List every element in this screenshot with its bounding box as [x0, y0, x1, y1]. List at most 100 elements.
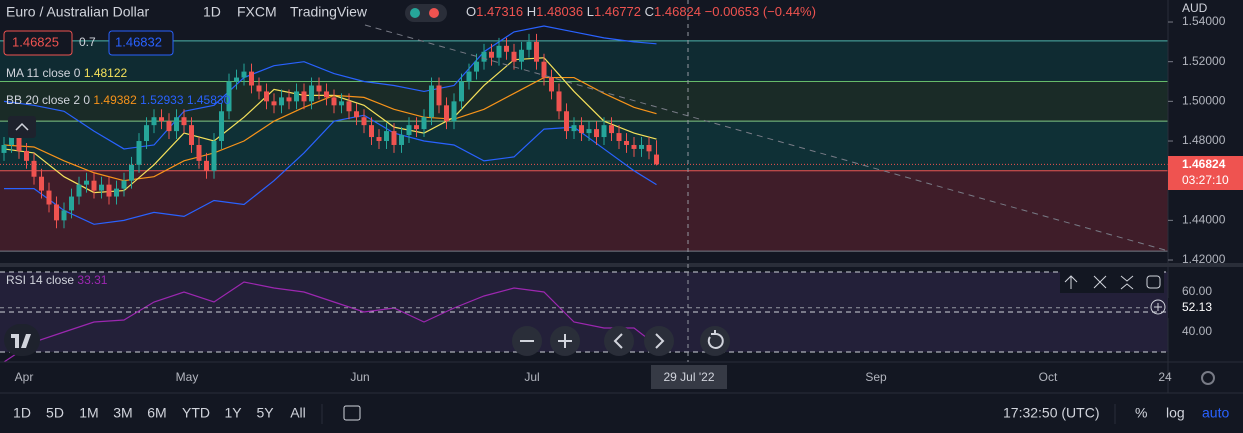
candle-body	[204, 160, 209, 171]
range-button[interactable]: 1M	[79, 405, 98, 421]
candle-body	[114, 188, 119, 197]
candle-body	[639, 144, 644, 149]
candle-body	[496, 45, 502, 58]
range-button[interactable]: 6M	[147, 405, 166, 421]
candle-body	[106, 184, 112, 197]
pane-buttons	[1060, 271, 1164, 293]
range-button[interactable]: 5Y	[256, 405, 274, 421]
currency[interactable]: AUD	[1182, 1, 1208, 15]
countdown: 03:27:10	[1182, 173, 1229, 187]
log-toggle[interactable]: log	[1166, 405, 1185, 421]
candle-body	[594, 129, 599, 138]
rsi-cursor-label: 52.13	[1182, 300, 1212, 314]
candle-body	[361, 117, 367, 126]
rsi-tick-label: 60.00	[1182, 284, 1212, 298]
candle-body	[421, 117, 427, 130]
range-button[interactable]: All	[290, 405, 306, 421]
candle-body	[144, 125, 149, 142]
candle-body	[481, 51, 487, 62]
ma-name: MA 11 close 0	[6, 66, 81, 80]
collapse-icon	[15, 122, 29, 131]
candle-body	[249, 71, 254, 86]
h-value: 1.48036	[536, 4, 583, 19]
time-label: Jun	[350, 370, 369, 384]
candle-body	[136, 141, 142, 165]
ma-value: 1.48122	[84, 66, 128, 80]
settings[interactable]	[1201, 371, 1215, 385]
candle-body	[129, 164, 134, 181]
candle-body	[279, 97, 284, 106]
candle-body	[54, 204, 59, 221]
candle-body	[601, 125, 607, 138]
left-icon	[613, 333, 623, 349]
candle-body	[166, 121, 172, 132]
auto-toggle[interactable]: auto	[1202, 405, 1229, 421]
candle-body	[84, 180, 89, 185]
candle-body	[406, 125, 412, 136]
y-tick-label: 1.54000	[1182, 14, 1226, 28]
close-pane[interactable]	[1093, 275, 1107, 289]
range-button[interactable]: 1D	[13, 405, 31, 421]
collapse-pane[interactable]	[1120, 275, 1134, 290]
range-button[interactable]: 3M	[113, 405, 132, 421]
clock: 17:32:50 (UTC)	[1003, 405, 1099, 421]
range-button[interactable]: 5D	[46, 405, 64, 421]
range-button[interactable]: 1Y	[224, 405, 242, 421]
candle-body	[391, 131, 397, 145]
candle-body	[631, 144, 637, 149]
candle-body	[174, 117, 179, 132]
bb-lower: 1.45830	[187, 93, 231, 107]
candle-body	[271, 101, 277, 106]
candle-body	[586, 129, 592, 134]
maximize-pane[interactable]	[1146, 275, 1161, 289]
candle-body	[39, 176, 44, 191]
candle-body	[444, 105, 449, 122]
ohlc: O1.47316 H1.48036 L1.46772 C1.46824 −0.0…	[466, 4, 816, 19]
candle-body	[286, 97, 292, 102]
add-button[interactable]	[1150, 299, 1166, 315]
pane-button-bar	[1060, 271, 1164, 293]
candle-body	[369, 125, 374, 138]
scroll-left[interactable]	[604, 326, 634, 356]
sell-box[interactable]	[3, 30, 73, 56]
percent-toggle[interactable]: %	[1135, 405, 1147, 421]
o-value: 1.47316	[476, 4, 523, 19]
level-zone	[0, 40, 1168, 82]
candle-body	[256, 85, 262, 92]
candle-body	[151, 117, 157, 126]
rsi-value: 33.31	[77, 273, 107, 287]
logo[interactable]	[4, 324, 40, 356]
candle-body	[324, 91, 329, 98]
toggle-dot	[429, 8, 439, 18]
interval: 1D	[203, 4, 221, 20]
goto-date[interactable]	[343, 405, 361, 421]
range-button[interactable]: YTD	[182, 405, 210, 421]
indicator-line	[4, 114, 657, 225]
indicator-line	[3, 25, 657, 150]
scroll-right[interactable]	[644, 326, 674, 356]
candle-body	[556, 91, 562, 112]
ma-label: MA 11 close 0 1.48122	[6, 66, 128, 80]
candle-body	[549, 77, 554, 92]
reset-view[interactable]	[700, 326, 730, 356]
candle-body	[121, 180, 127, 189]
candle-body	[31, 160, 37, 177]
bb-basis: 1.49382	[93, 93, 137, 107]
buy-box[interactable]	[108, 30, 174, 56]
collapse-button[interactable]	[8, 116, 36, 138]
candle-body	[294, 91, 299, 102]
candle-body	[159, 117, 164, 122]
time-label: May	[176, 370, 199, 384]
level-zone	[0, 170, 1168, 252]
candle-body	[16, 137, 22, 151]
time-label: Oct	[1039, 370, 1058, 384]
c-value: 1.46824	[654, 4, 701, 19]
y-tick-label: 1.44000	[1182, 213, 1226, 227]
move-up[interactable]	[1064, 275, 1078, 289]
candle-body	[189, 125, 194, 145]
candle-body	[504, 45, 509, 52]
candle-body	[534, 41, 539, 62]
candle-body	[196, 144, 202, 161]
brand: TradingView	[290, 4, 368, 20]
